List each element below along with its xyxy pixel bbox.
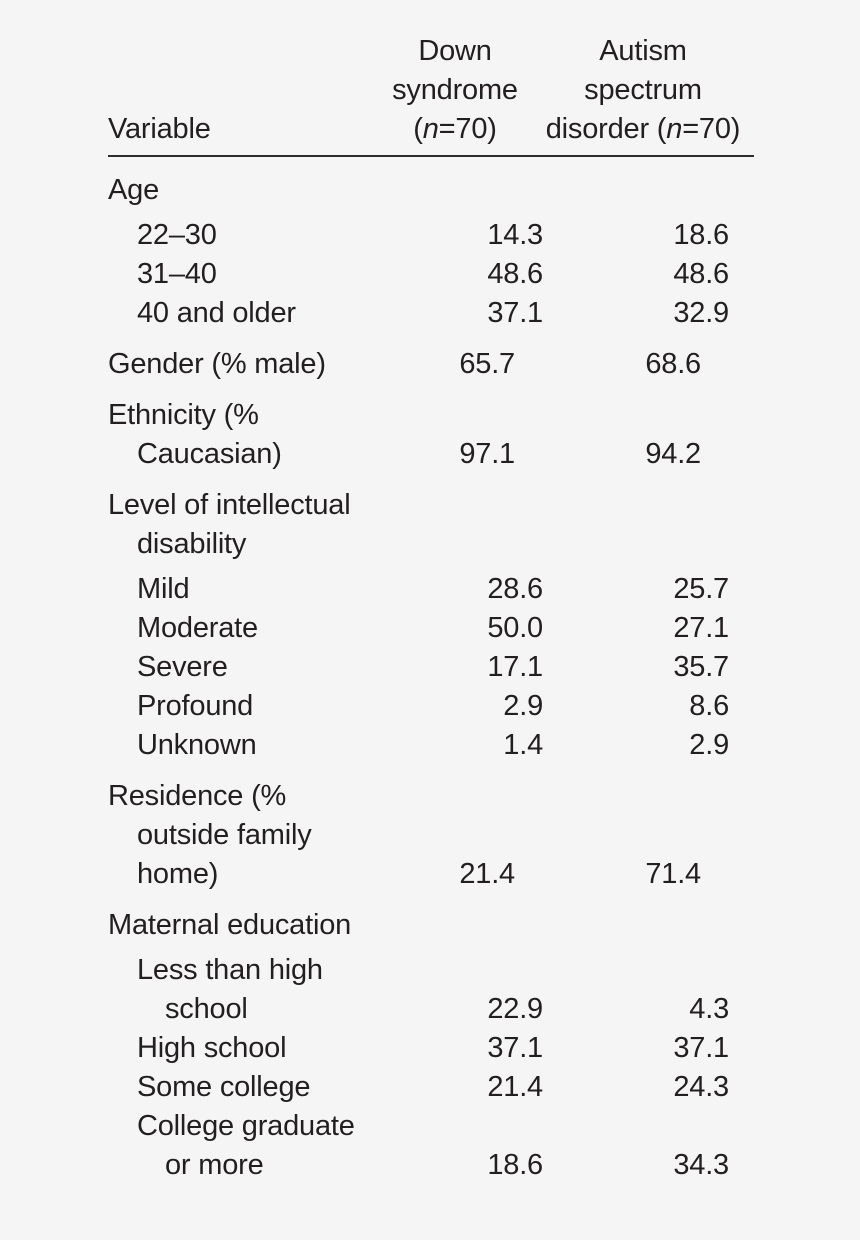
header-line: Autism xyxy=(599,35,687,67)
row-label: Severe xyxy=(137,651,228,683)
down-syndrome-value: 17.1 xyxy=(487,651,543,683)
row-label: College graduate or more xyxy=(137,1110,355,1181)
row-label: Level of intellectual disability xyxy=(108,489,351,560)
down-syndrome-value: 21.4 xyxy=(487,1071,543,1103)
autism-spectrum-disorder-value: 35.7 xyxy=(673,651,729,683)
table-row: 40 and older 37.1 32.9 xyxy=(108,294,754,333)
table-row: Level of intellectual disability xyxy=(108,486,754,564)
down-syndrome-value: 1.4 xyxy=(503,729,543,761)
table-header: Variable Down syndrome (n=70) Autism spe… xyxy=(108,30,754,149)
header-line-n: (n=70) xyxy=(370,110,540,149)
autism-spectrum-disorder-value: 27.1 xyxy=(673,612,729,644)
down-syndrome-value: 48.6 xyxy=(487,258,543,290)
table-row: Severe 17.1 35.7 xyxy=(108,648,754,687)
n-pre: disorder ( xyxy=(545,113,667,145)
table-row: Mild 28.6 25.7 xyxy=(108,570,754,609)
italic-n: n xyxy=(666,113,683,145)
row-label: Unknown xyxy=(137,729,257,761)
autism-spectrum-disorder-value: 37.1 xyxy=(673,1032,729,1064)
down-syndrome-value: 18.6 xyxy=(487,1149,543,1181)
table-row: College graduate or more 18.6 34.3 xyxy=(108,1107,754,1185)
down-syndrome-value: 2.9 xyxy=(503,690,543,722)
table-row: 31–40 48.6 48.6 xyxy=(108,255,754,294)
row-label: 31–40 xyxy=(137,258,217,290)
row-label: Less than high school xyxy=(137,954,323,1025)
header-rule xyxy=(108,155,754,157)
header-line: spectrum xyxy=(584,74,702,106)
autism-spectrum-disorder-value: 24.3 xyxy=(673,1071,729,1103)
table-body: Age 22–30 14.3 18.6 31–40 48.6 48.6 40 a… xyxy=(108,157,754,1185)
row-label: Mild xyxy=(137,573,190,605)
table-row: High school 37.1 37.1 xyxy=(108,1029,754,1068)
table-row: Some college 21.4 24.3 xyxy=(108,1068,754,1107)
autism-spectrum-disorder-value: 8.6 xyxy=(689,690,729,722)
table-row: 22–30 14.3 18.6 xyxy=(108,216,754,255)
down-syndrome-value: 97.1 xyxy=(459,438,515,470)
row-label: Ethnicity (% Caucasian) xyxy=(108,399,282,470)
row-label: High school xyxy=(137,1032,287,1064)
row-label: 22–30 xyxy=(137,219,217,251)
down-syndrome-value: 37.1 xyxy=(487,297,543,329)
autism-spectrum-disorder-value: 94.2 xyxy=(645,438,701,470)
table-row: Maternal education xyxy=(108,906,754,945)
autism-spectrum-disorder-value: 4.3 xyxy=(689,993,729,1025)
row-label: Gender (% male) xyxy=(108,348,326,380)
row-label: Some college xyxy=(137,1071,311,1103)
table-row: Moderate 50.0 27.1 xyxy=(108,609,754,648)
row-label: Age xyxy=(108,174,159,206)
table-row: Age xyxy=(108,171,754,210)
down-syndrome-value: 50.0 xyxy=(487,612,543,644)
n-post: =70) xyxy=(438,113,497,145)
table-row: Less than high school 22.9 4.3 xyxy=(108,951,754,1029)
down-syndrome-value: 14.3 xyxy=(487,219,543,251)
down-syndrome-value: 37.1 xyxy=(487,1032,543,1064)
autism-spectrum-disorder-value: 25.7 xyxy=(673,573,729,605)
column-header-down-syndrome: Down syndrome (n=70) xyxy=(370,32,540,149)
row-label: Moderate xyxy=(137,612,258,644)
row-label: 40 and older xyxy=(137,297,296,329)
demographics-table: Variable Down syndrome (n=70) Autism spe… xyxy=(108,30,754,1185)
column-header-variable: Variable xyxy=(108,113,211,145)
header-line: syndrome xyxy=(392,74,518,106)
n-pre: ( xyxy=(413,113,423,145)
down-syndrome-value: 21.4 xyxy=(459,858,515,890)
down-syndrome-value: 28.6 xyxy=(487,573,543,605)
row-label: Maternal education xyxy=(108,909,352,941)
row-label: Residence (% outside family home) xyxy=(108,780,312,890)
table-row: Unknown 1.4 2.9 xyxy=(108,726,754,765)
italic-n: n xyxy=(422,113,439,145)
table-row: Gender (% male) 65.7 68.6 xyxy=(108,345,754,384)
autism-spectrum-disorder-value: 2.9 xyxy=(689,729,729,761)
autism-spectrum-disorder-value: 34.3 xyxy=(673,1149,729,1181)
autism-spectrum-disorder-value: 68.6 xyxy=(645,348,701,380)
column-header-autism-spectrum-disorder: Autism spectrum disorder (n=70) xyxy=(528,32,758,149)
autism-spectrum-disorder-value: 71.4 xyxy=(645,858,701,890)
autism-spectrum-disorder-value: 32.9 xyxy=(673,297,729,329)
table-row: Residence (% outside family home) 21.4 7… xyxy=(108,777,754,894)
autism-spectrum-disorder-value: 18.6 xyxy=(673,219,729,251)
n-post: =70) xyxy=(682,113,741,145)
row-label: Profound xyxy=(137,690,254,722)
header-line: Down xyxy=(418,35,492,67)
down-syndrome-value: 65.7 xyxy=(459,348,515,380)
table-row: Ethnicity (% Caucasian) 97.1 94.2 xyxy=(108,396,754,474)
down-syndrome-value: 22.9 xyxy=(487,993,543,1025)
header-line-n: disorder (n=70) xyxy=(528,110,758,149)
table-row: Profound 2.9 8.6 xyxy=(108,687,754,726)
autism-spectrum-disorder-value: 48.6 xyxy=(673,258,729,290)
